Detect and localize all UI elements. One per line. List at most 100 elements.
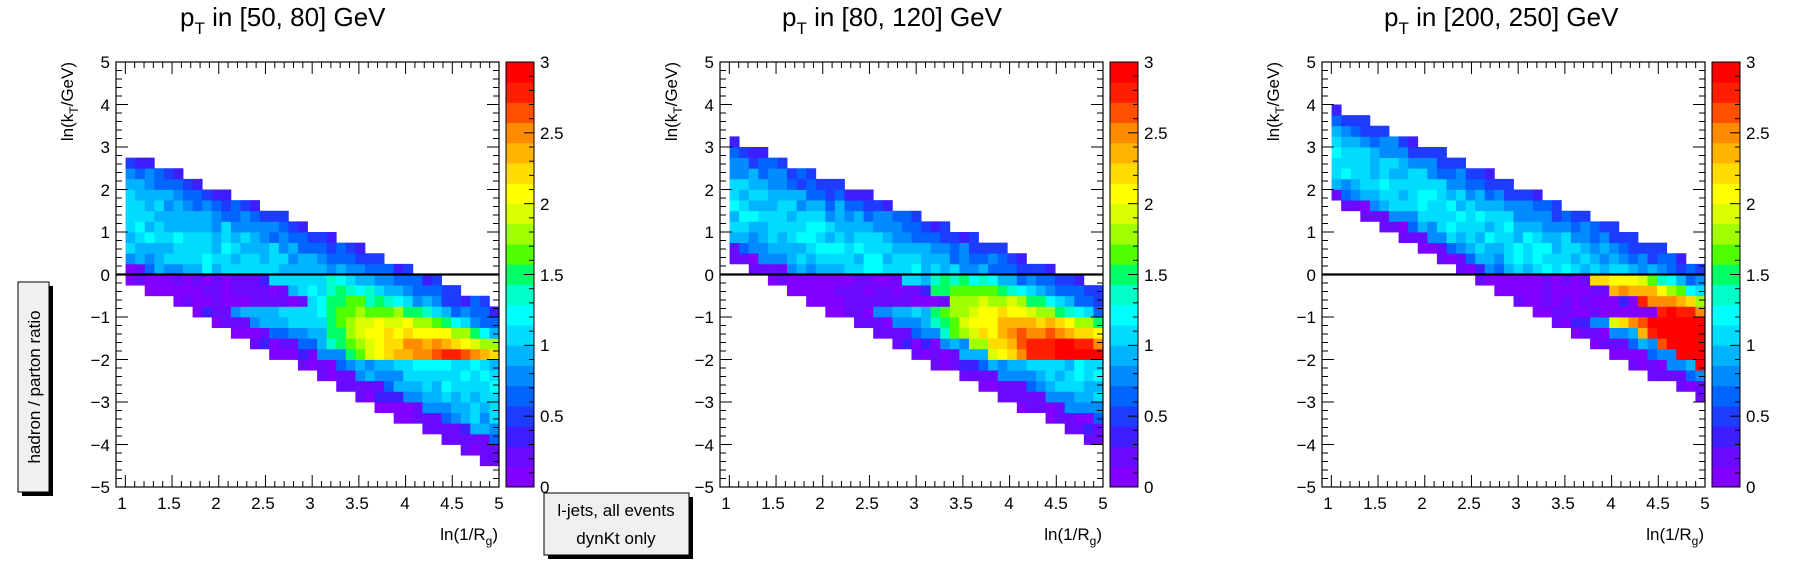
heatmap-cell: [259, 232, 270, 244]
heatmap-cell: [1026, 348, 1037, 360]
heatmap-cell: [1446, 200, 1457, 212]
heatmap-cell: [1331, 147, 1342, 159]
heatmap-cell: [364, 295, 375, 307]
heatmap-cell: [1609, 285, 1620, 297]
panel-3-z-tick-6: 2.5: [1746, 124, 1770, 143]
heatmap-cell: [269, 232, 280, 244]
heatmap-cell: [192, 263, 203, 275]
heatmap-cell: [1609, 253, 1620, 265]
heatmap-cell: [1532, 200, 1543, 212]
heatmap-cell: [345, 380, 356, 392]
heatmap-cell: [135, 178, 146, 190]
heatmap-cell: [1331, 189, 1342, 201]
heatmap-cell: [1647, 338, 1658, 350]
heatmap-cell: [1055, 338, 1066, 350]
heatmap-cell: [374, 274, 385, 286]
heatmap-cell: [1676, 253, 1687, 265]
panel-3-z-tick-4: 1.5: [1746, 266, 1770, 285]
panel-3-title-sub: T: [1398, 19, 1408, 38]
heatmap-cell: [163, 274, 174, 286]
heatmap-cell: [1341, 200, 1352, 212]
heatmap-cell: [1580, 232, 1591, 244]
heatmap-cell: [221, 295, 232, 307]
heatmap-cell: [1350, 189, 1361, 201]
heatmap-cell: [1609, 317, 1620, 329]
heatmap-cell: [297, 317, 308, 329]
heatmap-cell: [317, 317, 328, 329]
heatmap-cell: [1580, 242, 1591, 254]
heatmap-cell: [1427, 221, 1438, 233]
heatmap-cell: [288, 285, 299, 297]
heatmap-cell: [1503, 189, 1514, 201]
heatmap-cell: [144, 253, 155, 265]
heatmap-cell: [777, 157, 788, 169]
heatmap-cell: [355, 391, 366, 403]
panel-1-y-tick-5: −1: [91, 308, 110, 327]
heatmap-cell: [1360, 178, 1371, 190]
colorbar-swatch: [1712, 142, 1740, 164]
heatmap-cell: [240, 242, 251, 254]
heatmap-cell: [460, 370, 471, 382]
heatmap-cell: [422, 348, 433, 360]
heatmap-cell: [825, 285, 836, 297]
heatmap-cell: [1551, 221, 1562, 233]
heatmap-cell: [758, 253, 769, 265]
heatmap-cell: [1026, 285, 1037, 297]
heatmap-cell: [777, 263, 788, 275]
heatmap-cell: [806, 168, 817, 180]
heatmap-cell: [748, 221, 759, 233]
heatmap-cell: [1456, 189, 1467, 201]
heatmap-cell: [959, 253, 970, 265]
heatmap-cell: [125, 157, 136, 169]
heatmap-cell: [1599, 221, 1610, 233]
heatmap-cell: [1542, 263, 1553, 275]
heatmap-cell: [968, 242, 979, 254]
heatmap-cell: [787, 242, 797, 254]
heatmap-cell: [211, 253, 222, 265]
heatmap-cell: [1523, 221, 1534, 233]
heatmap-cell: [422, 295, 433, 307]
heatmap-cell: [393, 402, 404, 414]
heatmap-cell: [815, 221, 826, 233]
heatmap-cell: [1475, 210, 1486, 222]
heatmap-cell: [489, 455, 500, 467]
heatmap-cell: [470, 412, 481, 424]
heatmap-cell: [202, 285, 213, 297]
heatmap-cell: [796, 253, 807, 265]
heatmap-cell: [1369, 157, 1380, 169]
heatmap-cell: [374, 359, 385, 371]
heatmap-cell: [1628, 359, 1639, 371]
heatmap-cell: [787, 221, 797, 233]
heatmap-cell: [1016, 359, 1027, 371]
heatmap-cell: [297, 338, 308, 350]
heatmap-cell: [729, 253, 740, 265]
heatmap-cell: [825, 263, 836, 275]
panel-3-heatmap: [1331, 104, 1706, 403]
colorbar-swatch: [1712, 244, 1740, 265]
heatmap-cell: [1532, 253, 1543, 265]
heatmap-cell: [844, 253, 855, 265]
heatmap-cell: [968, 295, 979, 307]
heatmap-cell: [1417, 242, 1428, 254]
panel-1-x-tick-3: 2: [211, 494, 220, 513]
heatmap-cell: [1016, 327, 1027, 339]
heatmap-cell: [1350, 168, 1361, 180]
heatmap-cell: [911, 306, 922, 318]
heatmap-cell: [834, 274, 845, 286]
heatmap-cell: [1055, 317, 1066, 329]
heatmap-cell: [192, 189, 203, 201]
heatmap-cell: [863, 263, 874, 275]
heatmap-cell: [777, 253, 788, 265]
heatmap-cell: [844, 189, 855, 201]
heatmap-cell: [1083, 327, 1094, 339]
heatmap-cell: [930, 232, 941, 244]
heatmap-cell: [1570, 317, 1581, 329]
heatmap-cell: [1503, 263, 1514, 275]
panel-2-colorbar: [1110, 61, 1138, 488]
heatmap-cell: [1045, 274, 1056, 286]
panel-2-x-tick-7: 4: [1004, 494, 1013, 513]
heatmap-cell: [1494, 189, 1505, 201]
heatmap-cell: [1503, 274, 1514, 286]
heatmap-cell: [873, 263, 884, 275]
heatmap-cell: [1045, 263, 1056, 275]
